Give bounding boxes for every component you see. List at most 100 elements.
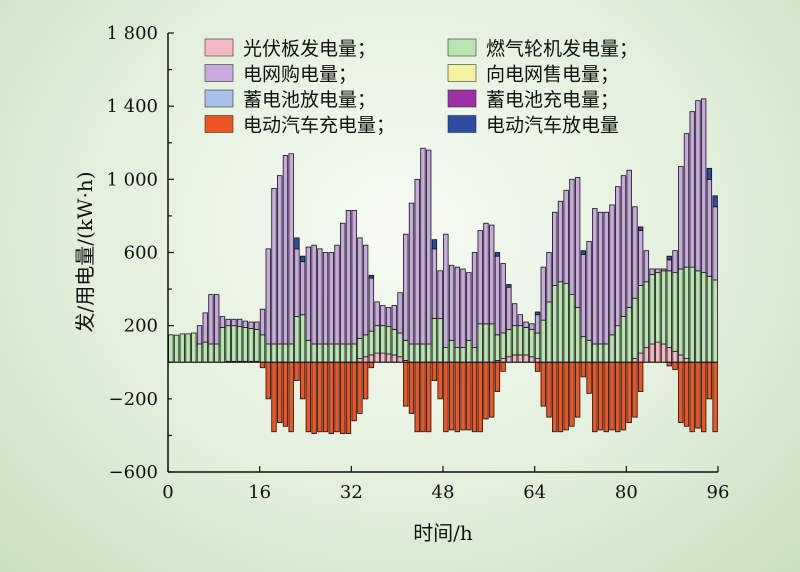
bar-ev_chg-h16 [259, 361, 266, 369]
bar-pv-h63 [529, 356, 535, 363]
legend-swatch-bat_dis [204, 89, 234, 108]
bar-gas-h5 [196, 343, 203, 363]
bar-gas-h6 [202, 341, 208, 363]
bar-ev_chg-h49 [448, 361, 455, 431]
bar-gas-h47 [437, 317, 443, 363]
bar-grid_buy-h62 [523, 321, 529, 328]
bar-gas-h44 [420, 343, 426, 363]
bar-grid_buy-h40 [397, 292, 403, 334]
bar-gas-h50 [454, 347, 460, 363]
bar-ev_chg-h30 [340, 361, 346, 434]
bar-grid_buy-h31 [345, 210, 352, 345]
bar-gas-h69 [563, 283, 569, 363]
bar-ev_chg-h57 [494, 361, 501, 392]
bar-ev_chg-h46 [431, 361, 438, 381]
bar-grid_buy-h67 [552, 211, 558, 286]
bar-gas-h40 [397, 332, 403, 358]
bar-grid_buy-h92 [695, 100, 701, 272]
bar-pv-h33 [357, 358, 363, 363]
bar-gas-h55 [483, 323, 489, 363]
bar-ev_chg-h91 [689, 361, 695, 433]
bar-pv-h60 [511, 354, 518, 363]
y-tick-label: 1 400 [106, 96, 158, 117]
bar-grid_buy-h78 [615, 186, 621, 327]
bar-gas-h28 [328, 343, 334, 363]
bar-pv-h83 [643, 347, 650, 363]
bar-ev_chg-h95 [712, 361, 718, 433]
bar-gas-h93 [701, 272, 707, 363]
bar-pv-h39 [391, 354, 397, 363]
bar-gas-h17 [265, 343, 271, 363]
bar-grid_buy-h58 [500, 263, 506, 334]
bar-ev_chg-h41 [403, 361, 409, 407]
legend-label-ev_dis: 电动汽车放电量 [486, 115, 619, 137]
legend-swatch-ev_dis [447, 115, 477, 133]
bar-gas-h19 [277, 343, 283, 363]
bar-ev_chg-h67 [552, 361, 558, 433]
x-tick-label: 0 [162, 482, 173, 503]
y-axis-label: 发/用电量/(kW·h) [73, 172, 97, 333]
bar-ev_dis-h72 [580, 250, 587, 255]
bar-grid_buy-h30 [340, 222, 346, 345]
bar-gas-h58 [500, 332, 506, 359]
bar-ev_chg-h43 [414, 361, 420, 433]
bar-ev_chg-h55 [483, 361, 489, 420]
bar-ev_chg-h70 [569, 361, 575, 427]
bar-grid_buy-h93 [701, 98, 707, 274]
bar-pv-h84 [649, 343, 655, 363]
bar-pv-h82 [637, 352, 644, 363]
bar-gas-h48 [443, 347, 449, 363]
bar-gas-h92 [695, 270, 701, 363]
bar-gas-h88 [672, 272, 678, 352]
bar-ev_chg-h76 [603, 361, 609, 433]
bar-ev_dis-h82 [637, 226, 644, 231]
bar-gas-h53 [471, 347, 478, 363]
bar-gas-h67 [552, 285, 558, 363]
bar-gas-h78 [615, 325, 621, 363]
bar-gas-h71 [574, 306, 581, 363]
bar-gas-h14 [248, 328, 254, 362]
bar-ev_dis-h46 [431, 239, 438, 250]
bar-grid_buy-h23 [299, 261, 306, 316]
bar-grid_buy-h51 [460, 268, 466, 349]
bar-ev_chg-h82 [637, 361, 644, 392]
bar-gas-h56 [489, 323, 495, 363]
y-tick-label: 1 000 [106, 169, 158, 190]
bar-grid_buy-h8 [214, 294, 220, 345]
bar-grid_buy-h10 [225, 318, 231, 327]
bar-grid_buy-h86 [660, 268, 667, 272]
bar-grid_buy-h63 [529, 323, 535, 330]
bar-gas-h25 [311, 343, 317, 363]
bar-ev_chg-h94 [706, 361, 713, 400]
bar-gas-h91 [689, 266, 695, 363]
bar-grid_buy-h20 [282, 155, 289, 345]
bar-grid_buy-h88 [672, 250, 678, 274]
bar-grid_buy-h77 [609, 204, 615, 336]
bar-ev_chg-h79 [620, 361, 627, 431]
bar-gas-h57 [494, 334, 501, 361]
bar-grid_buy-h54 [477, 230, 483, 325]
bar-ev_chg-h51 [460, 361, 466, 431]
bar-grid_buy-h7 [208, 294, 214, 345]
bar-gas-h20 [282, 343, 289, 363]
bar-grid_buy-h89 [678, 166, 684, 270]
bar-grid_buy-h48 [443, 233, 449, 349]
bar-gas-h74 [592, 343, 598, 363]
legend-swatch-grid_buy [204, 64, 234, 82]
bar-ev_chg-h87 [666, 361, 672, 367]
x-tick-label: 48 [432, 482, 455, 503]
bar-pv-h88 [672, 350, 678, 363]
bar-ev_chg-h48 [443, 361, 449, 433]
bar-gas-h45 [426, 343, 432, 363]
bar-gas-h10 [225, 325, 231, 362]
bar-ev_chg-h93 [701, 361, 707, 433]
bar-gas-h9 [219, 327, 226, 363]
bars [168, 98, 718, 434]
bar-ev_chg-h74 [592, 361, 598, 433]
bar-gas-h4 [191, 332, 197, 363]
bar-gas-h29 [334, 343, 340, 363]
bar-ev_chg-h22 [294, 361, 300, 381]
bar-grid_buy-h27 [322, 252, 329, 345]
bar-gas-h24 [305, 339, 312, 363]
bar-grid_buy-h76 [603, 211, 609, 345]
